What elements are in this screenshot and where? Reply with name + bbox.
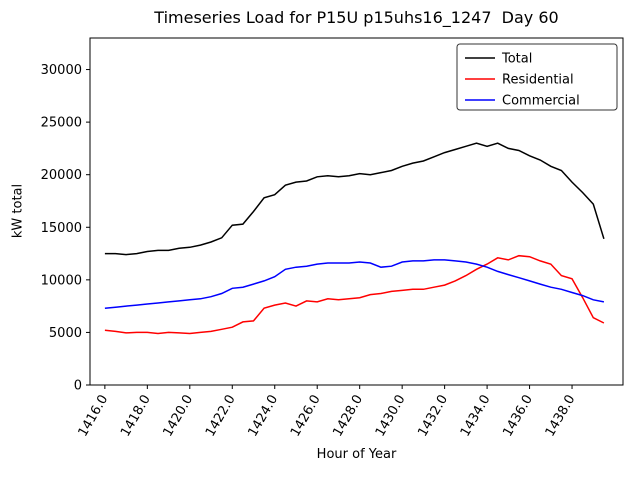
x-tick-label: 1422.0 <box>203 393 239 440</box>
x-tick-label: 1434.0 <box>458 392 494 439</box>
x-axis-label: Hour of Year <box>316 447 397 462</box>
legend-label: Commercial <box>502 94 580 109</box>
legend-box <box>456 43 618 111</box>
x-tick-label: 1424.0 <box>245 393 281 440</box>
y-tick-label: 20000 <box>41 168 82 183</box>
series-line-total <box>104 142 605 256</box>
legend-label: Total <box>501 52 532 67</box>
x-tick-label: 1438.0 <box>543 393 579 440</box>
x-tick-label: 1436.0 <box>500 393 536 440</box>
y-tick-label: 10000 <box>41 273 82 288</box>
x-tick-label: 1432.0 <box>415 393 451 440</box>
x-tick-label: 1430.0 <box>373 393 409 440</box>
x-tick-label: 1428.0 <box>330 393 366 440</box>
y-tick-label: 15000 <box>41 221 82 236</box>
x-tick-label: 1426.0 <box>288 393 324 440</box>
y-tick-label: 5000 <box>49 326 82 341</box>
x-tick-label: 1416.0 <box>76 393 112 440</box>
x-tick-label: 1420.0 <box>161 393 197 440</box>
series-line-residential <box>104 254 605 335</box>
y-tick-label: 25000 <box>41 116 82 131</box>
legend-label: Residential <box>502 73 574 88</box>
axes-frame <box>89 37 624 386</box>
chart-title: Timeseries Load for P15U p15uhs16_1247 D… <box>154 8 559 27</box>
y-tick-label: 0 <box>74 379 82 394</box>
x-tick-label: 1418.0 <box>118 393 154 440</box>
series-line-commercial <box>104 259 605 309</box>
y-tick-label: 30000 <box>41 63 82 78</box>
